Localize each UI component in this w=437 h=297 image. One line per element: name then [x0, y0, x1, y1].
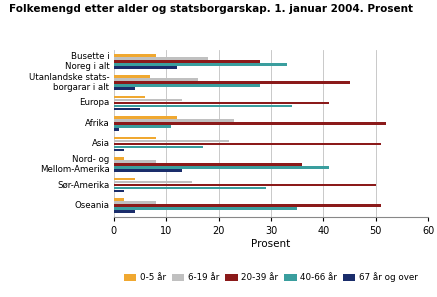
Bar — [114, 210, 135, 213]
Legend: 0-5 år, 6-19 år, 20-39 år, 40-66 år, 67 år og over: 0-5 år, 6-19 år, 20-39 år, 40-66 år, 67 … — [124, 272, 418, 282]
Bar — [114, 87, 135, 90]
Bar — [114, 99, 182, 101]
Bar — [114, 119, 234, 122]
Bar — [114, 81, 350, 84]
Bar — [114, 64, 287, 66]
Bar — [114, 207, 297, 210]
Bar — [114, 201, 156, 204]
Bar — [114, 78, 198, 80]
Bar — [114, 67, 177, 69]
Text: Folkemengd etter alder og statsborgarskap. 1. januar 2004. Prosent: Folkemengd etter alder og statsborgarska… — [9, 4, 413, 15]
Bar — [114, 116, 177, 119]
Bar — [114, 181, 192, 183]
Bar — [114, 146, 203, 148]
Bar — [114, 96, 145, 98]
Bar — [114, 148, 124, 151]
Bar — [114, 108, 140, 110]
Bar — [114, 163, 302, 166]
Bar — [114, 190, 124, 192]
Bar — [114, 140, 229, 142]
Bar — [114, 122, 386, 125]
Bar — [114, 54, 156, 57]
Bar — [114, 102, 329, 104]
Bar — [114, 57, 208, 60]
Bar — [114, 166, 329, 169]
Bar — [114, 143, 381, 145]
Bar — [114, 128, 119, 131]
Bar — [114, 160, 156, 163]
Bar — [114, 184, 376, 186]
Bar — [114, 84, 260, 87]
Bar — [114, 157, 124, 160]
Bar — [114, 187, 266, 189]
Bar — [114, 137, 156, 139]
Bar — [114, 178, 135, 180]
Bar — [114, 105, 292, 107]
Bar — [114, 75, 150, 78]
Bar — [114, 198, 124, 201]
Bar — [114, 169, 182, 172]
Bar — [114, 204, 381, 207]
Bar — [114, 61, 260, 63]
Bar — [114, 125, 171, 128]
X-axis label: Prosent: Prosent — [251, 238, 291, 249]
